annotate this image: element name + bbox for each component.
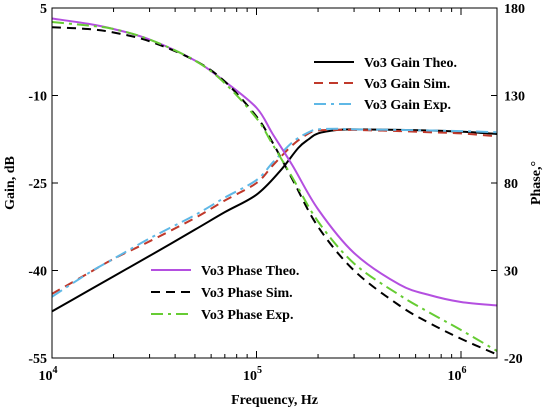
y-left-tick-label: 5 <box>40 2 47 17</box>
legend-label: Vo3 Phase Exp. <box>201 308 293 323</box>
series-line-vo3-phase-sim <box>51 26 498 356</box>
x-axis-title: Frequency, Hz <box>231 393 318 408</box>
series-line-vo3-phase-theo <box>51 17 498 307</box>
y-left-tick-label: -10 <box>28 90 47 105</box>
legend-label: Vo3 Phase Theo. <box>201 264 299 279</box>
y-right-tick-label: 80 <box>504 177 518 192</box>
legend-label: Vo3 Phase Sim. <box>201 286 293 301</box>
y-right-tick-label: 30 <box>504 265 518 280</box>
legend-layer: Vo3 Gain Theo. Vo3 Gain Sim. Vo3 Gain Exp.… <box>151 56 457 323</box>
series-line-vo3-gain-exp <box>51 127 498 298</box>
legend-label: Vo3 Gain Exp. <box>364 98 451 113</box>
legend-label: Vo3 Gain Theo. <box>364 56 457 71</box>
legend-label: Vo3 Gain Sim. <box>364 77 450 92</box>
legend-bottom-left: Vo3 Phase Theo. Vo3 Phase Sim. Vo3 Phase E… <box>151 264 299 323</box>
series-line-vo3-gain-sim <box>51 128 498 295</box>
y-left-tick-label: -25 <box>28 177 47 192</box>
y-left-tick-label: -40 <box>28 265 47 280</box>
y-axis-right-title: Phase,° <box>529 161 544 205</box>
legend-top-right: Vo3 Gain Theo. Vo3 Gain Sim. Vo3 Gain Exp. <box>314 56 457 113</box>
y-axis-left-title: Gain, dB <box>3 156 18 210</box>
y-right-tick-label: 130 <box>504 90 525 105</box>
y-right-tick-label: -20 <box>504 352 523 367</box>
y-right-tick-label: 180 <box>504 2 525 17</box>
y-left-tick-label: -55 <box>28 352 47 367</box>
series-layer <box>51 17 498 356</box>
